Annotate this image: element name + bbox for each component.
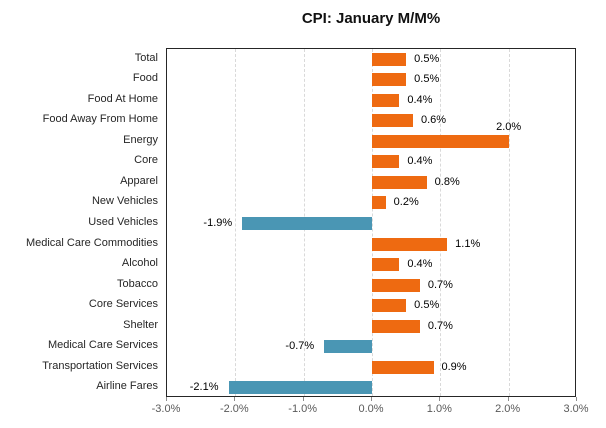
bar: [372, 52, 407, 66]
category-axis: Total Food Food At Home Food Away From Home…: [0, 48, 158, 397]
bar-row: 0.7%: [167, 316, 575, 337]
bar-row: -2.1%: [167, 377, 575, 398]
axis-tick-mark: [302, 397, 304, 401]
bar-row: 0.4%: [167, 254, 575, 275]
bar-value-label: 0.5%: [414, 299, 440, 312]
bar-value-label: 0.5%: [414, 73, 440, 86]
bar-row: 0.4%: [167, 152, 575, 173]
category-label: Food: [132, 72, 158, 85]
plot-area: 0.5% 0.5% 0.4% 0.6% 2.0% 0.4% 0.8% 0.2% -1.9% 1.1…: [166, 48, 576, 397]
bar-value-label: 2.0%: [496, 120, 522, 133]
gridline: [235, 49, 237, 396]
category-label: Food Away From Home: [42, 113, 158, 126]
axis-tick-mark: [576, 397, 577, 401]
category-label: Alcohol: [121, 257, 158, 270]
bar: [242, 216, 372, 230]
axis-tick-mark: [507, 397, 509, 401]
category-label: Core Services: [88, 298, 158, 311]
bar-value-label: 1.1%: [455, 237, 481, 250]
category-label: Tobacco: [117, 277, 158, 290]
bar: [372, 299, 407, 313]
bar-value-label: 0.8%: [434, 175, 460, 188]
bar: [372, 278, 420, 292]
x-axis: -3.0% -2.0% -1.0% 0.0% 1.0% 2.0% 3.0%: [152, 403, 589, 419]
gridline: [440, 49, 442, 396]
category-label: Energy: [123, 133, 158, 146]
bar-row: 0.9%: [167, 357, 575, 378]
category-label: Total: [134, 51, 158, 64]
gridline: [372, 49, 373, 396]
category-label: Transportation Services: [42, 359, 158, 372]
bar-value-label: 0.5%: [414, 52, 440, 65]
bar: [372, 360, 434, 374]
bar-value-label: -1.9%: [203, 216, 233, 229]
bar-row: 2.0%: [167, 121, 575, 152]
x-tick-label: -1.0%: [288, 403, 318, 415]
bar-row: 1.1%: [167, 234, 575, 255]
x-tick-label: 2.0%: [495, 403, 521, 415]
bar: [372, 114, 413, 128]
bar: [372, 237, 448, 251]
bar-row: 0.8%: [167, 172, 575, 193]
bar-value-label: 0.7%: [427, 278, 453, 291]
bar: [372, 73, 407, 87]
bar-value-label: -2.1%: [189, 381, 219, 394]
x-tick-label: 3.0%: [563, 403, 589, 415]
bar-value-label: 0.7%: [427, 319, 453, 332]
category-label: Used Vehicles: [88, 216, 158, 228]
x-tick-label: 1.0%: [426, 403, 452, 415]
axis-tick-mark: [166, 397, 167, 401]
axis-tick-mark: [234, 397, 236, 401]
axis-tick-mark: [439, 397, 441, 401]
category-label: Food At Home: [87, 92, 158, 105]
axis-tick-mark: [371, 397, 372, 401]
bar: [372, 196, 386, 210]
bar: [228, 381, 372, 395]
x-tick-label: -3.0%: [151, 403, 181, 415]
bar-row: 0.2%: [167, 193, 575, 214]
bar-value-label: 0.9%: [441, 360, 467, 373]
category-label: Core: [134, 154, 158, 167]
category-label: Apparel: [120, 174, 158, 187]
bar-row: 0.4%: [167, 90, 575, 111]
bar: [324, 340, 372, 354]
bar-row: 0.7%: [167, 275, 575, 296]
bar-row: -1.9%: [167, 213, 575, 234]
bar-row: 0.5%: [167, 70, 575, 91]
bar: [372, 175, 427, 189]
category-label: Medical Care Services: [47, 339, 158, 352]
chart-title: CPI: January M/M%: [301, 10, 441, 27]
x-tick-label: 0.0%: [358, 403, 384, 415]
bar-row: 0.5%: [167, 295, 575, 316]
bar: [372, 319, 420, 333]
category-label: Medical Care Commodities: [25, 236, 158, 249]
bar-row: -0.7%: [167, 336, 575, 357]
category-label: New Vehicles: [91, 195, 158, 208]
bar: [372, 258, 400, 272]
bar: [372, 93, 400, 107]
bar-value-label: 0.4%: [407, 93, 433, 106]
bar-value-label: -0.7%: [285, 340, 315, 353]
bar-value-label: 0.4%: [407, 155, 433, 168]
bar-value-label: 0.2%: [393, 196, 419, 209]
bar: [372, 155, 400, 169]
bar: [372, 134, 509, 148]
bar-row: 0.6%: [167, 111, 575, 132]
bar-value-label: 0.6%: [421, 114, 447, 127]
x-tick-label: -2.0%: [219, 403, 249, 415]
category-label: Shelter: [123, 318, 158, 331]
bar-value-label: 0.4%: [407, 258, 433, 271]
gridline: [508, 49, 510, 396]
category-label: Airline Fares: [96, 380, 158, 393]
bar-row: 0.5%: [167, 49, 575, 70]
